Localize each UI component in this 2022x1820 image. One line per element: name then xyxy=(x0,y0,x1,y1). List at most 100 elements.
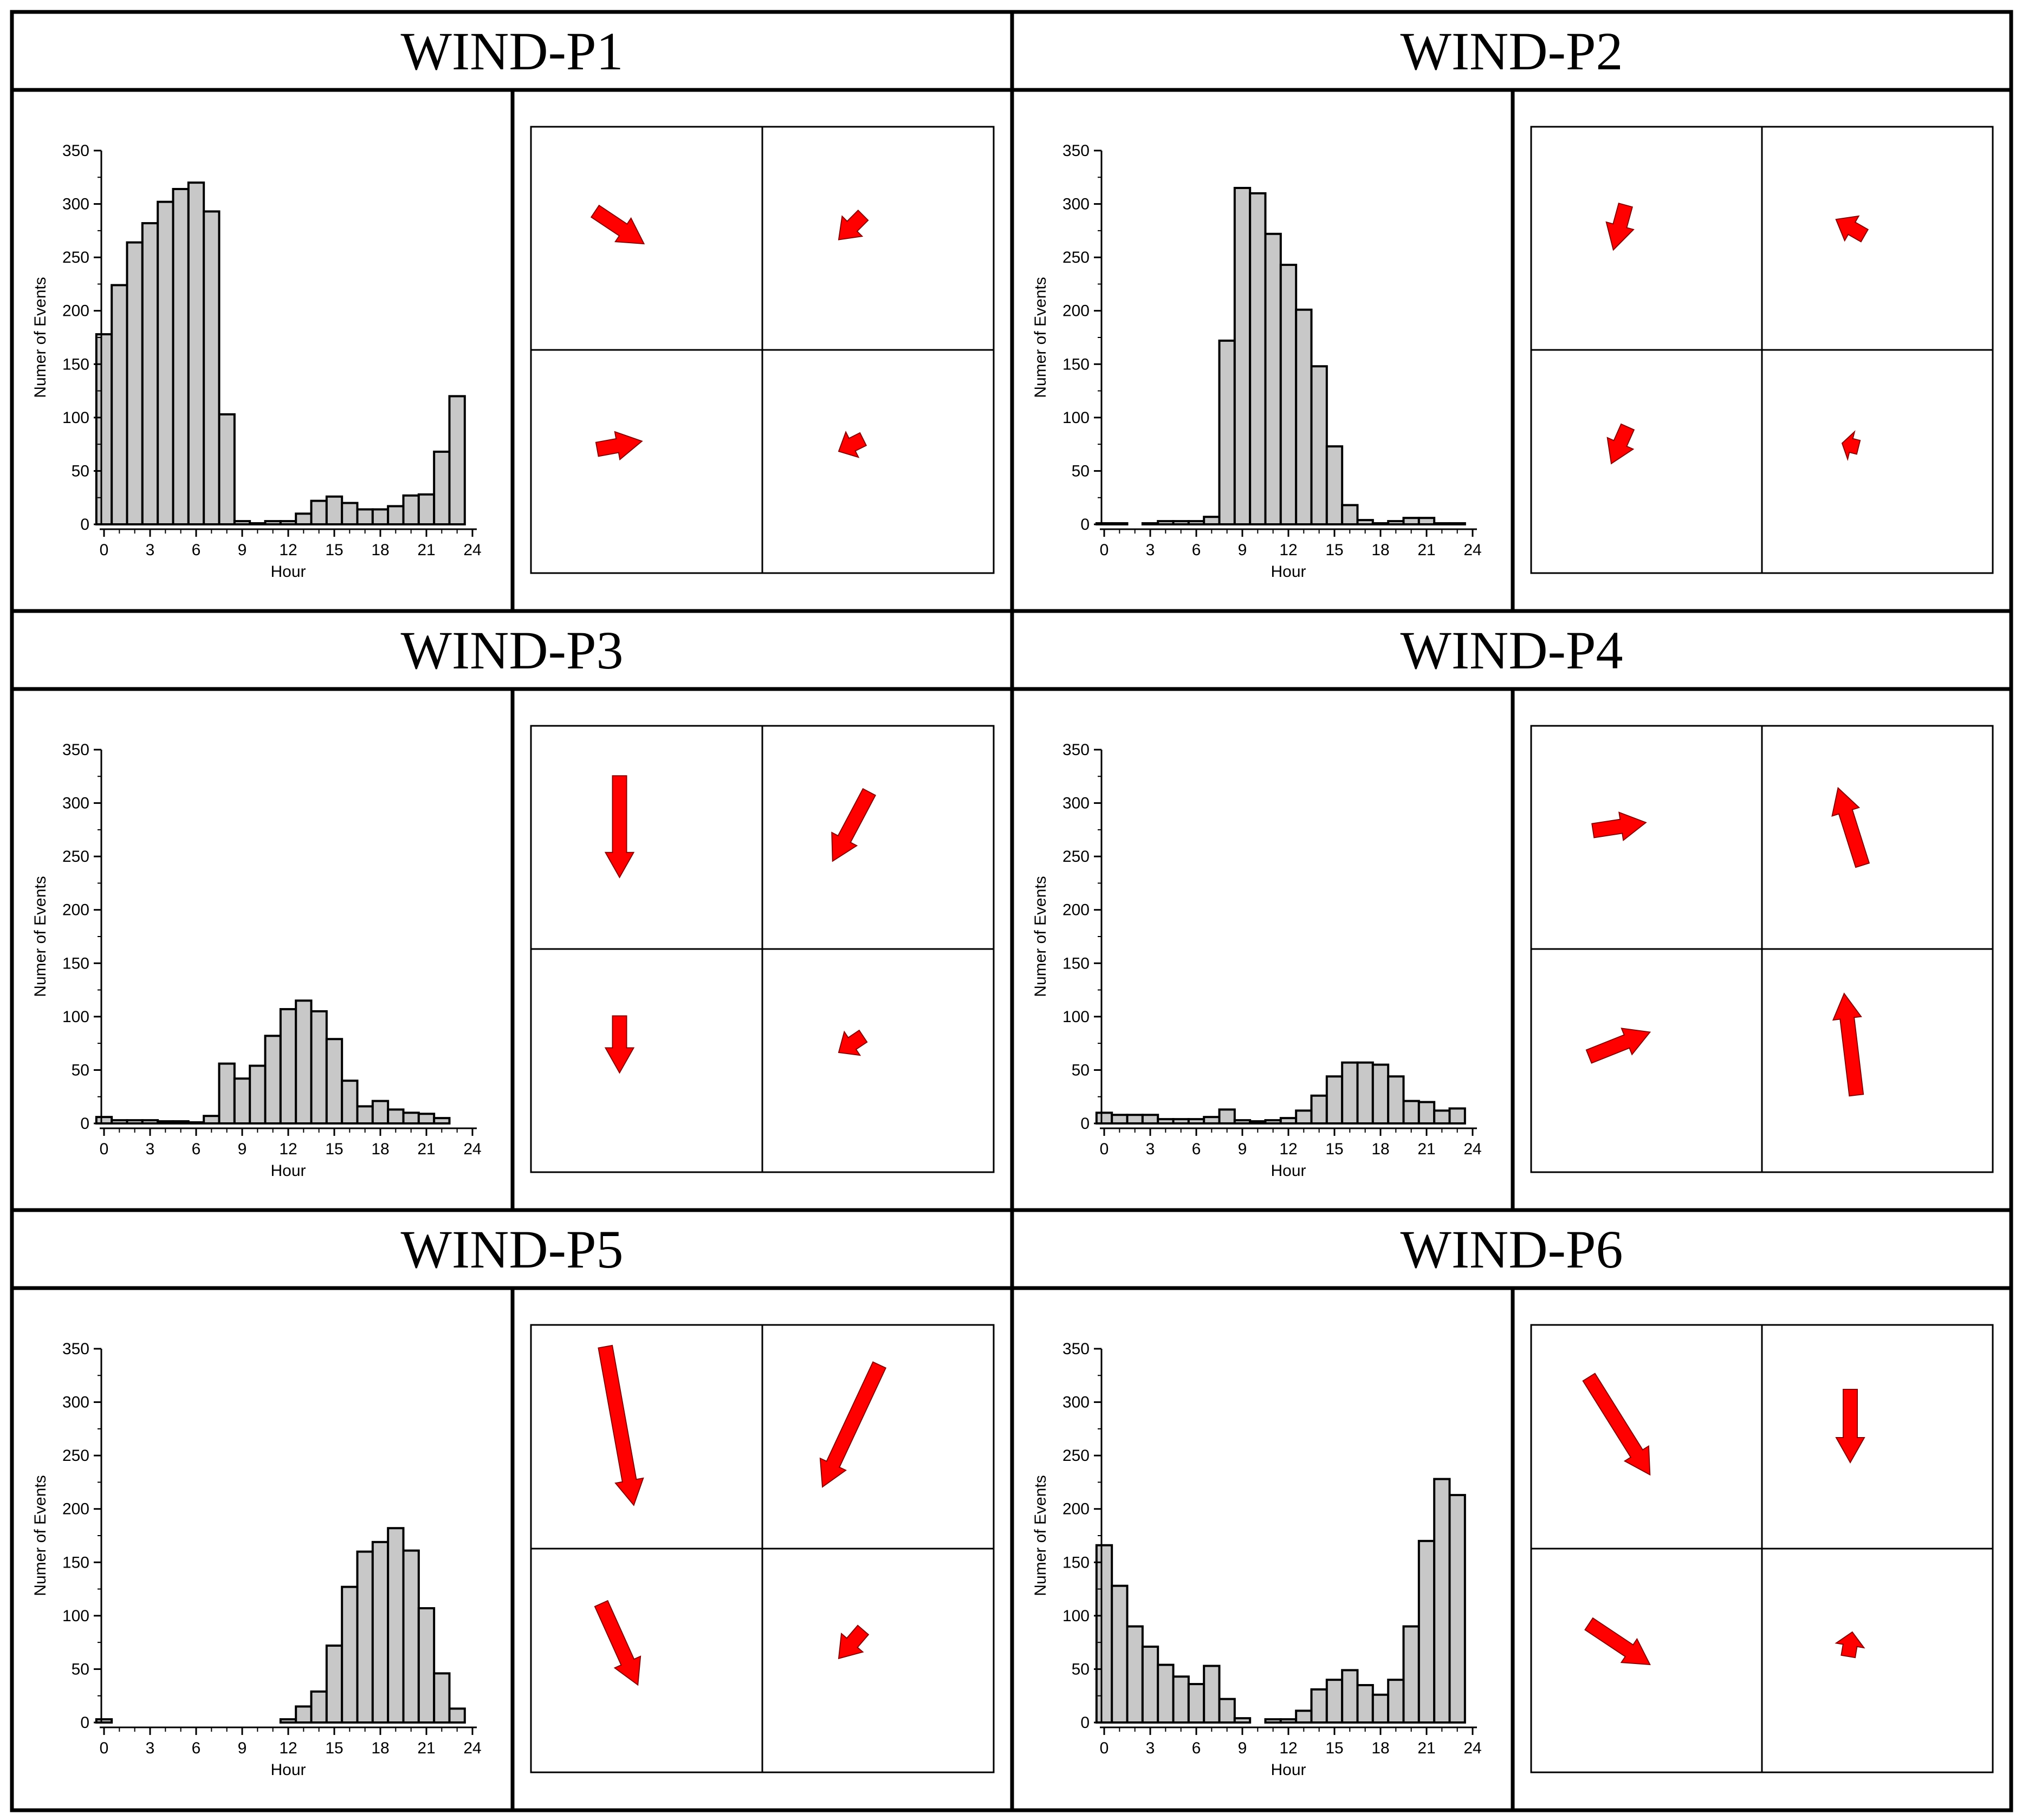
histogram-bar xyxy=(1187,1118,1206,1124)
y-tick-label: 100 xyxy=(1062,409,1090,427)
x-tick-label: 12 xyxy=(279,1140,297,1158)
x-tick-label: 6 xyxy=(1192,541,1201,559)
histogram-bar xyxy=(1203,1665,1221,1724)
histogram-bar xyxy=(1341,1061,1359,1124)
panel-title: WIND-P3 xyxy=(400,620,623,680)
histogram-bar xyxy=(1356,519,1374,525)
x-axis-label: Hour xyxy=(270,1761,306,1779)
x-tick-label: 3 xyxy=(1146,1739,1155,1757)
histogram-bar xyxy=(126,1119,144,1124)
x-tick-label: 18 xyxy=(1371,1140,1389,1158)
x-axis-label: Hour xyxy=(1271,1761,1306,1779)
panel-2: WIND-P2 0 50 100 150 200 250 300 350 0 3 6 9 12 15 18 21… xyxy=(1012,21,2011,611)
histogram-bar xyxy=(95,1116,113,1124)
histogram-bar xyxy=(1387,1679,1405,1724)
histogram-bar xyxy=(1433,1109,1451,1124)
wind-arrow-top-right xyxy=(819,1361,887,1488)
histogram-bar xyxy=(1233,1717,1252,1724)
wind-vector-map xyxy=(1530,126,1994,574)
y-tick-label: 300 xyxy=(1062,795,1090,812)
histogram-bar xyxy=(203,210,221,526)
x-axis-label: Hour xyxy=(1271,1162,1306,1180)
x-tick-label: 12 xyxy=(1279,1739,1297,1757)
wind-arrow-top-left xyxy=(1582,1373,1651,1476)
histogram-bar xyxy=(1325,445,1344,525)
x-tick-label: 15 xyxy=(1325,541,1343,559)
histogram-bar xyxy=(1402,517,1420,526)
x-tick-label: 3 xyxy=(1146,1140,1155,1158)
y-tick-label: 0 xyxy=(1080,1115,1090,1133)
histogram-bar xyxy=(1371,1693,1390,1724)
y-tick-label: 200 xyxy=(62,901,89,919)
wind-arrow-bottom-left xyxy=(1606,423,1635,465)
y-tick-label: 0 xyxy=(1080,516,1090,534)
histogram-bar xyxy=(1310,1688,1328,1724)
histogram-bar xyxy=(356,508,374,526)
y-tick-label: 100 xyxy=(1062,1607,1090,1625)
x-tick-label: 18 xyxy=(1371,541,1389,559)
x-tick-label: 0 xyxy=(1100,1140,1109,1158)
histogram-bar xyxy=(1233,1119,1252,1124)
x-axis-label: Hour xyxy=(270,1162,306,1180)
y-axis-label: Numer of Events xyxy=(1032,1475,1049,1596)
y-tick-label: 0 xyxy=(1080,1714,1090,1732)
x-tick-label: 0 xyxy=(100,1739,109,1757)
histogram-bar xyxy=(1341,1669,1359,1724)
histogram-bar xyxy=(1157,1663,1175,1724)
x-tick-label: 9 xyxy=(1238,1739,1247,1757)
histogram-bar xyxy=(341,1585,359,1724)
x-tick-label: 21 xyxy=(417,541,435,559)
wind-arrow-bottom-left xyxy=(595,431,643,461)
x-tick-label: 3 xyxy=(146,541,155,559)
histogram-bar xyxy=(157,200,174,525)
wind-vector-map xyxy=(1530,725,1994,1173)
y-tick-label: 200 xyxy=(1062,302,1090,320)
histogram-bar xyxy=(1141,1114,1159,1124)
histogram-bar xyxy=(1218,339,1236,526)
histogram-bar xyxy=(325,1644,344,1724)
histogram-bar xyxy=(1433,1478,1451,1724)
histogram-bar xyxy=(1402,1100,1420,1124)
histogram-bar xyxy=(341,1080,359,1124)
x-tick-label: 15 xyxy=(1325,1140,1343,1158)
wind-arrow-bottom-left xyxy=(604,1015,635,1074)
histogram-bar xyxy=(279,1008,297,1124)
x-tick-label: 24 xyxy=(463,541,481,559)
histogram-bar xyxy=(111,284,128,526)
wind-vector-map xyxy=(530,725,995,1173)
wind-arrow-top-right xyxy=(1831,786,1870,868)
histogram-bar xyxy=(1157,520,1175,525)
histogram-bar xyxy=(233,520,251,525)
x-tick-label: 12 xyxy=(279,1739,297,1757)
x-tick-label: 15 xyxy=(1325,1739,1343,1757)
histogram-bar xyxy=(279,1718,297,1724)
y-tick-label: 250 xyxy=(1062,249,1090,266)
histogram-bar xyxy=(141,222,159,525)
histogram: 0 50 100 150 200 250 300 350 0 3 6 9 12 15 18 21 24 Hour N… xyxy=(31,1340,482,1779)
y-tick-label: 50 xyxy=(1072,462,1090,480)
histogram-bar xyxy=(1249,1120,1267,1124)
panel-title: WIND-P6 xyxy=(1400,1219,1623,1279)
histogram-bar xyxy=(387,1108,405,1124)
histogram-bar xyxy=(203,1115,221,1124)
histogram-bar xyxy=(433,1117,451,1124)
wind-arrow-bottom-left xyxy=(1585,1028,1651,1064)
y-tick-label: 250 xyxy=(1062,1447,1090,1465)
y-tick-label: 50 xyxy=(1072,1061,1090,1079)
wind-arrow-bottom-left xyxy=(1584,1617,1651,1666)
histogram-bar xyxy=(279,520,297,525)
histogram-bar xyxy=(1279,263,1298,525)
histogram-bar xyxy=(172,187,190,525)
x-tick-label: 15 xyxy=(325,1739,343,1757)
x-tick-label: 24 xyxy=(1463,541,1481,559)
y-tick-label: 350 xyxy=(1062,142,1090,160)
wind-arrow-bottom-right xyxy=(1832,992,1864,1097)
histogram-bar xyxy=(310,499,328,526)
y-axis-label: Numer of Events xyxy=(1032,876,1049,997)
x-tick-label: 3 xyxy=(146,1140,155,1158)
y-tick-label: 150 xyxy=(62,1554,89,1571)
x-tick-label: 21 xyxy=(1417,541,1435,559)
x-tick-label: 3 xyxy=(1146,541,1155,559)
histogram-bar xyxy=(325,1038,344,1125)
wind-vector-map xyxy=(530,1324,995,1773)
